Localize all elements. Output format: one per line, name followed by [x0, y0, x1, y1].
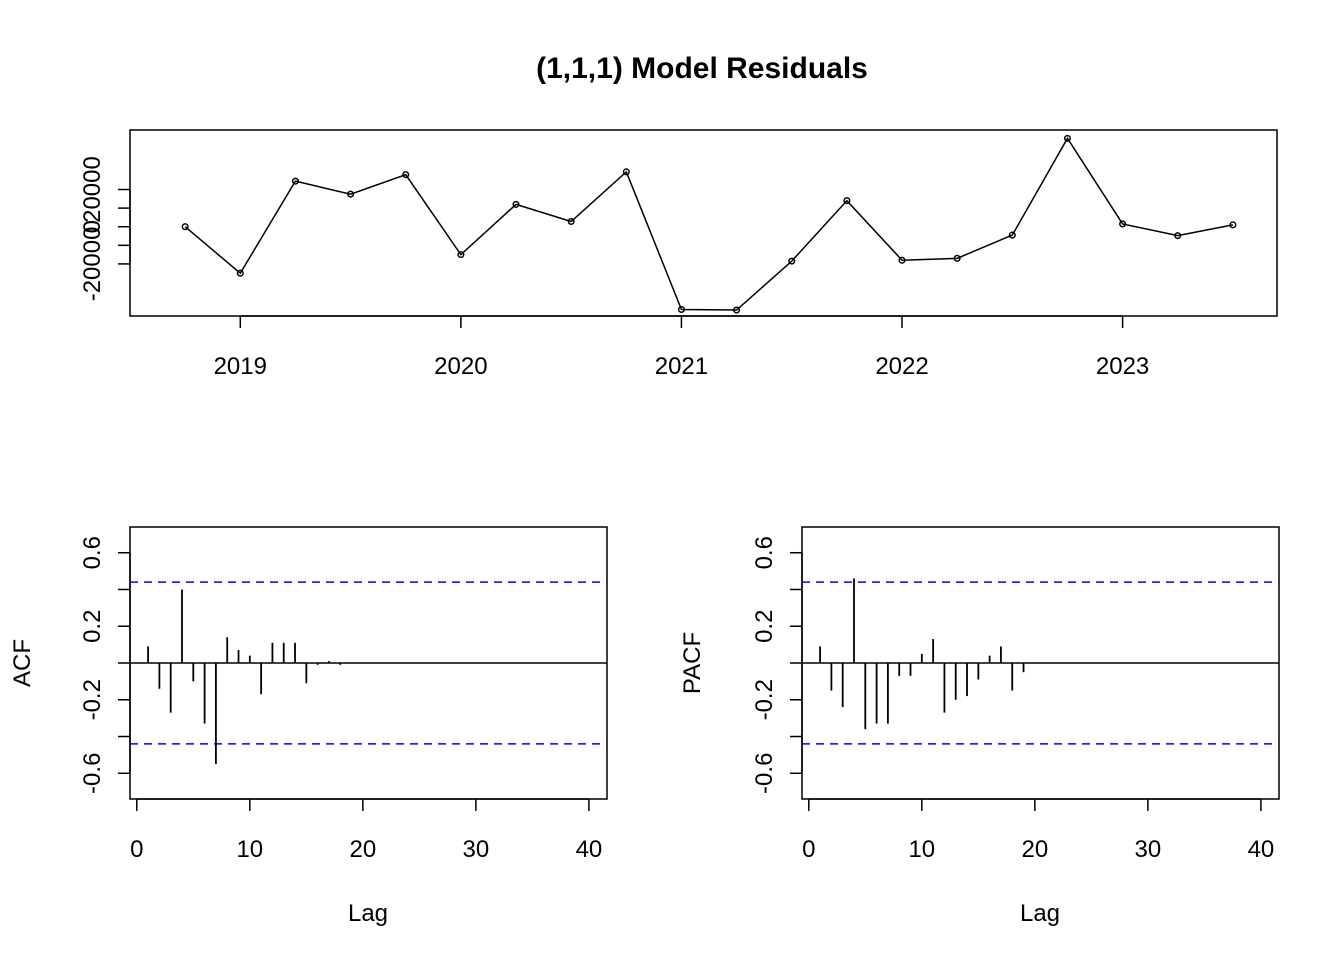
- pacf-x-tick-label: 10: [908, 836, 935, 863]
- pacf-x-tick-label: 40: [1248, 836, 1275, 863]
- residual-point: [788, 257, 796, 265]
- residual-point: [1063, 134, 1072, 142]
- acf-y-tick-label: -0.2: [79, 679, 106, 720]
- pacf-x-tick-label: 0: [802, 836, 815, 863]
- pacf-y-tick-label: -0.6: [751, 753, 778, 794]
- ts-x-tick-label: 2019: [214, 353, 267, 380]
- acf-x-tick-label: 10: [236, 836, 263, 863]
- ts-y-tick-label: -20000: [79, 227, 106, 302]
- residual-point: [1008, 231, 1016, 239]
- residual-point: [512, 200, 520, 208]
- residual-point: [181, 223, 189, 231]
- residual-point: [567, 217, 575, 226]
- ts-x-tick-label: 2021: [655, 353, 708, 380]
- acf-y-tick-label: 0.6: [79, 536, 106, 569]
- residual-point: [457, 251, 465, 259]
- residual-point: [733, 306, 741, 314]
- pacf-y-tick-label: -0.2: [751, 679, 778, 720]
- ts-y-tick-label: 0: [79, 220, 106, 233]
- residual-point: [236, 269, 244, 277]
- ts-x-tick-label: 2022: [875, 353, 928, 380]
- acf-panel: Lag ACF 0 10 20 30 40 -0.6 -0.2 0.2 0.6: [9, 526, 608, 927]
- residual-point: [1174, 232, 1182, 240]
- acf-y-tick-label: 0.2: [79, 610, 106, 643]
- residual-point: [402, 171, 410, 179]
- acf-y-axis-title: ACF: [9, 639, 36, 687]
- acf-x-tick-label: 30: [463, 836, 490, 863]
- residual-point: [677, 305, 685, 314]
- acf-x-axis-title: Lag: [348, 900, 388, 927]
- pacf-y-axis-title: PACF: [679, 632, 706, 694]
- residual-point: [843, 197, 851, 205]
- pacf-x-tick-label: 30: [1135, 836, 1162, 863]
- acf-x-tick-label: 40: [576, 836, 603, 863]
- residual-point: [291, 177, 299, 185]
- acf-y-tick-label: -0.6: [79, 753, 106, 794]
- acf-x-tick-label: 20: [349, 836, 376, 863]
- acf-x-tick-label: 0: [130, 836, 143, 863]
- residual-point: [347, 190, 355, 198]
- pacf-y-tick-label: 0.6: [751, 536, 778, 569]
- residual-line: [184, 136, 1234, 311]
- ts-y-tick-label: 20000: [79, 156, 106, 223]
- ts-x-tick-label: 2023: [1096, 353, 1149, 380]
- residual-point: [1229, 221, 1237, 229]
- residual-point: [898, 256, 906, 264]
- residual-point: [622, 168, 630, 176]
- chart-title: (1,1,1) Model Residuals: [536, 52, 868, 85]
- pacf-y-tick-label: 0.2: [751, 610, 778, 643]
- residual-point: [1119, 220, 1127, 228]
- pacf-panel: Lag PACF 0 10 20 30 40 -0.6 -0.2 0.2 0.6: [679, 526, 1280, 927]
- ts-x-tick-label: 2020: [434, 353, 487, 380]
- ts-plot-frame: [129, 129, 1278, 317]
- pacf-x-axis-title: Lag: [1020, 900, 1060, 927]
- pacf-x-tick-label: 20: [1021, 836, 1048, 863]
- residual-point: [953, 254, 961, 262]
